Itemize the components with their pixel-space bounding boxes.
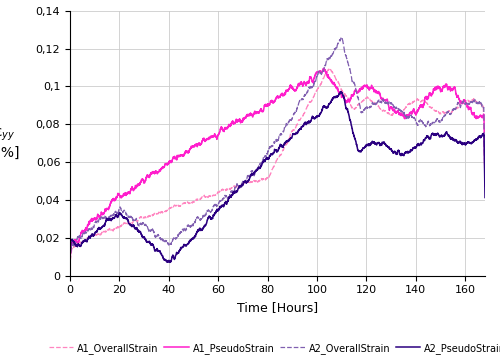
A1_PseudoStrain — [252, 110, 258, 114]
A2_PseudoStrain — [482, 195, 488, 200]
Line: A2_OverallStrain: A2_OverallStrain — [70, 37, 485, 262]
A2_OverallStrain — [67, 260, 73, 264]
A1_PseudoStrain — [352, 88, 358, 93]
A1_OverallStrain — [327, 67, 333, 71]
A1_OverallStrain — [120, 223, 126, 227]
Legend: A1_OverallStrain, A1_PseudoStrain, A2_OverallStrain, A2_PseudoStrain: A1_OverallStrain, A1_PseudoStrain, A2_Ov… — [45, 339, 500, 358]
A1_PseudoStrain — [321, 66, 327, 71]
Line: A1_OverallStrain: A1_OverallStrain — [70, 69, 485, 262]
A2_PseudoStrain — [352, 137, 358, 141]
A2_OverallStrain — [120, 210, 126, 214]
A2_PseudoStrain — [284, 139, 290, 144]
A1_OverallStrain — [352, 106, 358, 111]
A2_PseudoStrain — [334, 95, 340, 99]
A2_OverallStrain — [334, 45, 340, 50]
A1_OverallStrain — [334, 78, 340, 82]
A2_PseudoStrain — [167, 260, 173, 265]
A1_PseudoStrain — [482, 184, 488, 188]
A2_OverallStrain — [352, 83, 358, 87]
A1_OverallStrain — [284, 141, 290, 145]
A2_PseudoStrain — [248, 173, 254, 177]
A1_OverallStrain — [248, 180, 254, 184]
A1_PseudoStrain — [120, 194, 126, 198]
A1_PseudoStrain — [284, 88, 290, 92]
A1_PseudoStrain — [334, 85, 340, 89]
A2_PseudoStrain — [252, 170, 258, 174]
A2_OverallStrain — [482, 181, 488, 185]
A2_PseudoStrain — [67, 255, 73, 260]
A1_OverallStrain — [252, 179, 258, 183]
A2_OverallStrain — [284, 123, 290, 127]
Line: A2_PseudoStrain: A2_PseudoStrain — [70, 92, 485, 262]
A1_OverallStrain — [482, 183, 488, 187]
A1_OverallStrain — [67, 260, 73, 265]
A2_OverallStrain — [339, 35, 345, 39]
A2_PseudoStrain — [120, 215, 126, 219]
X-axis label: Time [Hours]: Time [Hours] — [237, 301, 318, 314]
A1_PseudoStrain — [248, 112, 254, 117]
A2_PseudoStrain — [338, 90, 344, 94]
A2_OverallStrain — [248, 169, 254, 173]
A2_OverallStrain — [252, 172, 258, 176]
Y-axis label: ε$_{yy}$
 [%]: ε$_{yy}$ [%] — [0, 127, 20, 159]
Line: A1_PseudoStrain: A1_PseudoStrain — [70, 68, 485, 261]
A1_PseudoStrain — [67, 259, 73, 263]
